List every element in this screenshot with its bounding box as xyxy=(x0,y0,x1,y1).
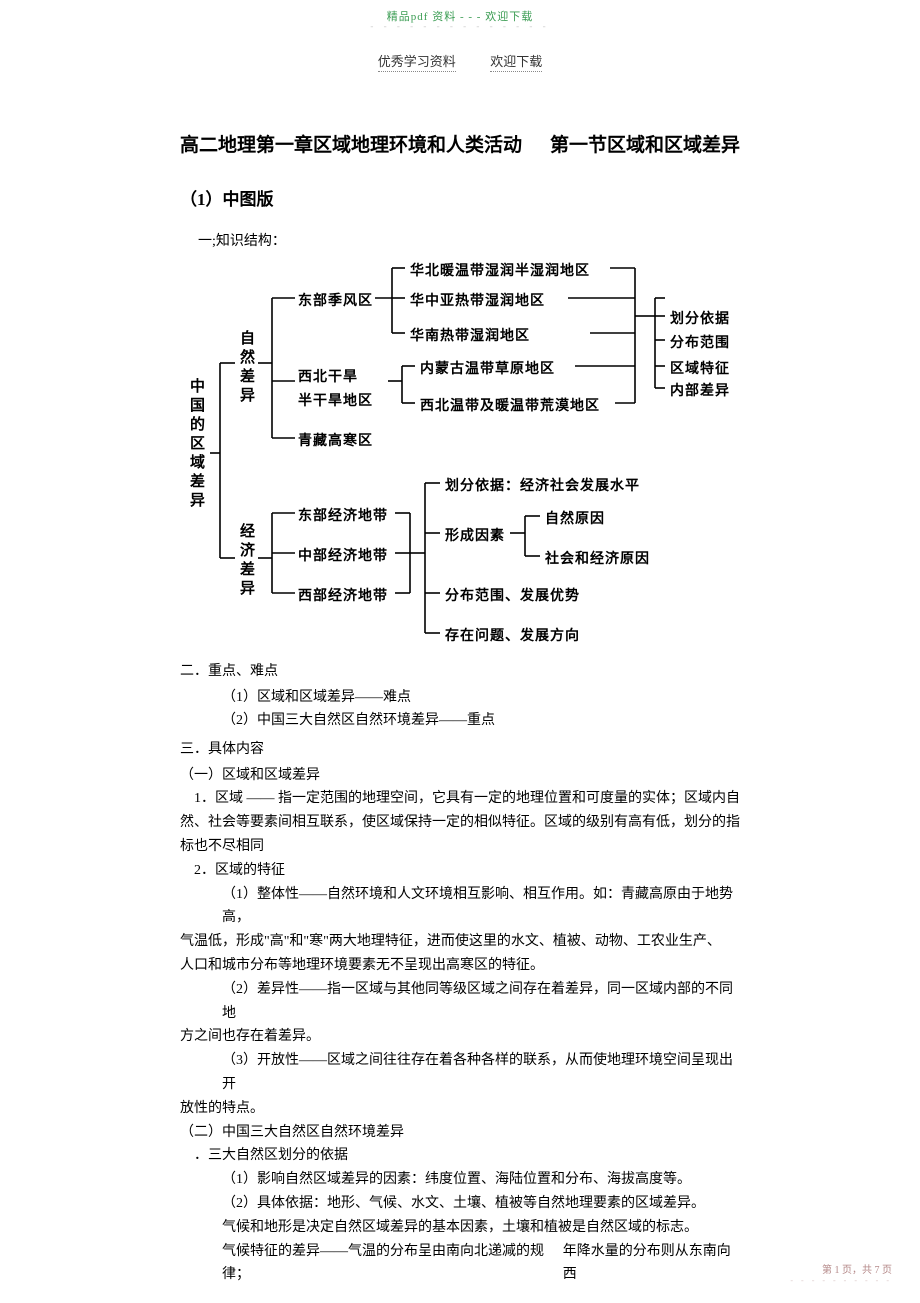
right-basis: 划分依据 xyxy=(670,308,730,328)
watermark-dots: - - - - - - - - - - - - - - xyxy=(0,24,920,29)
sec3b-2: （2）具体依据：地形、气候、水文、土壤、植被等自然地理要素的区域差异。 xyxy=(180,1192,740,1216)
sec3b-sub: ．三大自然区划分的依据 xyxy=(180,1144,740,1168)
para1-line1: 1．区域 —— 指一定范围的地理空间，它具有一定的地理位置和可度量的实体；区域内… xyxy=(180,787,740,811)
para1-line2-right: 划分的指 xyxy=(684,811,740,835)
node-nw-semi: 半干旱地区 xyxy=(298,390,373,410)
title-right: 第一节区域和区域差异 xyxy=(550,130,740,157)
diagram-economic: 经济差异 xyxy=(236,523,257,599)
node-tibet: 青藏高寒区 xyxy=(298,430,373,450)
para1-line2: 然、社会等要素间相互联系，使区域保持一定的相似特征。区域的级别有高有低， 划分的… xyxy=(180,811,740,835)
leaf-nw-desert: 西北温带及暖温带荒漠地区 xyxy=(420,395,600,415)
node-nw-arid: 西北干旱 xyxy=(298,366,358,386)
title-left: 高二地理第一章区域地理环境和人类活动 xyxy=(180,130,522,157)
main-title: 高二地理第一章区域地理环境和人类活动 第一节区域和区域差异 xyxy=(180,130,740,157)
section-3-heading: 三．具体内容 xyxy=(180,738,740,758)
econ-basis: 划分依据：经济社会发展水平 xyxy=(445,475,640,495)
document-body: 高二地理第一章区域地理环境和人类活动 第一节区域和区域差异 （1）中图版 一;知… xyxy=(0,130,920,1288)
econ-east: 东部经济地带 xyxy=(298,505,388,525)
sec3b-4-left: 气候特征的差异——气温的分布呈由南向北递减的规律； xyxy=(222,1240,563,1288)
sec2-item2: （2）中国三大自然区自然环境差异——重点 xyxy=(222,709,740,732)
section-1-heading: 一;知识结构： xyxy=(198,230,740,250)
para1-line2-left: 然、社会等要素间相互联系，使区域保持一定的相似特征。区域的级别有高有低， xyxy=(180,811,684,835)
sec3b-heading: （二）中国三大自然区自然环境差异 xyxy=(180,1121,740,1145)
page-number: 第 1 页，共 7 页 xyxy=(790,1261,892,1276)
sec3b-3: 气候和地形是决定自然区域差异的基本因素，土壤和植被是自然区域的标志。 xyxy=(180,1216,740,1240)
leaf-central: 华中亚热带湿润地区 xyxy=(410,290,545,310)
sub-banner-right: 欢迎下载 xyxy=(490,54,542,72)
para2-2b: 方之间也存在着差异。 xyxy=(180,1025,740,1049)
sec3b-1: （1）影响自然区域差异的因素：纬度位置、海陆位置和分布、海拔高度等。 xyxy=(180,1168,740,1192)
node-east-monsoon: 东部季风区 xyxy=(298,290,373,310)
leaf-north: 华北暖温带湿润半湿润地区 xyxy=(410,260,590,280)
leaf-south: 华南热带湿润地区 xyxy=(410,325,530,345)
right-feature: 区域特征 xyxy=(670,358,730,378)
para2-heading: 2．区域的特征 xyxy=(180,859,740,883)
para2-3a: （3）开放性——区域之间往往存在着各种各样的联系，从而使地理环境空间呈现出开 xyxy=(180,1049,740,1097)
sec3b-4-right: 年降水量的分布则从东南向西 xyxy=(563,1240,740,1288)
para1-line3: 标也不尽相同 xyxy=(180,835,740,859)
right-range: 分布范围 xyxy=(670,332,730,352)
para2-1a: （1）整体性——自然环境和人文环境相互影响、相互作用。如：青藏高原由于地势高， xyxy=(180,883,740,931)
leaf-mongolia: 内蒙古温带草原地区 xyxy=(420,358,555,378)
econ-adv: 分布范围、发展优势 xyxy=(445,585,580,605)
para2-3b: 放性的特点。 xyxy=(180,1097,740,1121)
diagram-natural: 自然差异 xyxy=(236,330,257,406)
sec3b-4: 气候特征的差异——气温的分布呈由南向北递减的规律； 年降水量的分布则从东南向西 xyxy=(180,1240,740,1288)
right-diff: 内部差异 xyxy=(670,380,730,400)
para2-2a: （2）差异性——指一区域与其他同等级区域之间存在着差异，同一区域内部的不同地 xyxy=(180,978,740,1026)
section-2-heading: 二．重点、难点 xyxy=(180,660,740,680)
page-footer: 第 1 页，共 7 页 - - - - - - - - - - xyxy=(790,1261,892,1285)
knowledge-structure-diagram: 中国的区域差异 自然差异 经济差异 东部季风区 西北干旱 半干旱地区 青藏高寒区… xyxy=(180,258,740,648)
econ-cause: 形成因素 xyxy=(445,525,505,545)
econ-social: 社会和经济原因 xyxy=(545,548,650,568)
para2-1b: 气温低，形成"高"和"寒"两大地理特征，进而使这里的水文、植被、动物、工农业生产… xyxy=(180,930,740,954)
footer-dots: - - - - - - - - - - xyxy=(790,1276,892,1285)
version-label: （1）中图版 xyxy=(180,185,740,210)
pdf-watermark-top: 精品pdf 资料 - - - 欢迎下载 - - - - - - - - - - … xyxy=(0,0,920,29)
econ-mid: 中部经济地带 xyxy=(298,545,388,565)
econ-nature: 自然原因 xyxy=(545,508,605,528)
para2-1c: 人口和城市分布等地理环境要素无不呈现出高寒区的特征。 xyxy=(180,954,740,978)
econ-west: 西部经济地带 xyxy=(298,585,388,605)
diagram-root: 中国的区域差异 xyxy=(186,378,207,511)
sec3a-heading: （一）区域和区域差异 xyxy=(180,764,740,788)
sub-banner: 优秀学习资料 欢迎下载 xyxy=(0,51,920,70)
sub-banner-left: 优秀学习资料 xyxy=(378,54,456,72)
sec2-item1: （1）区域和区域差异——难点 xyxy=(222,686,740,709)
econ-prob: 存在问题、发展方向 xyxy=(445,625,580,645)
